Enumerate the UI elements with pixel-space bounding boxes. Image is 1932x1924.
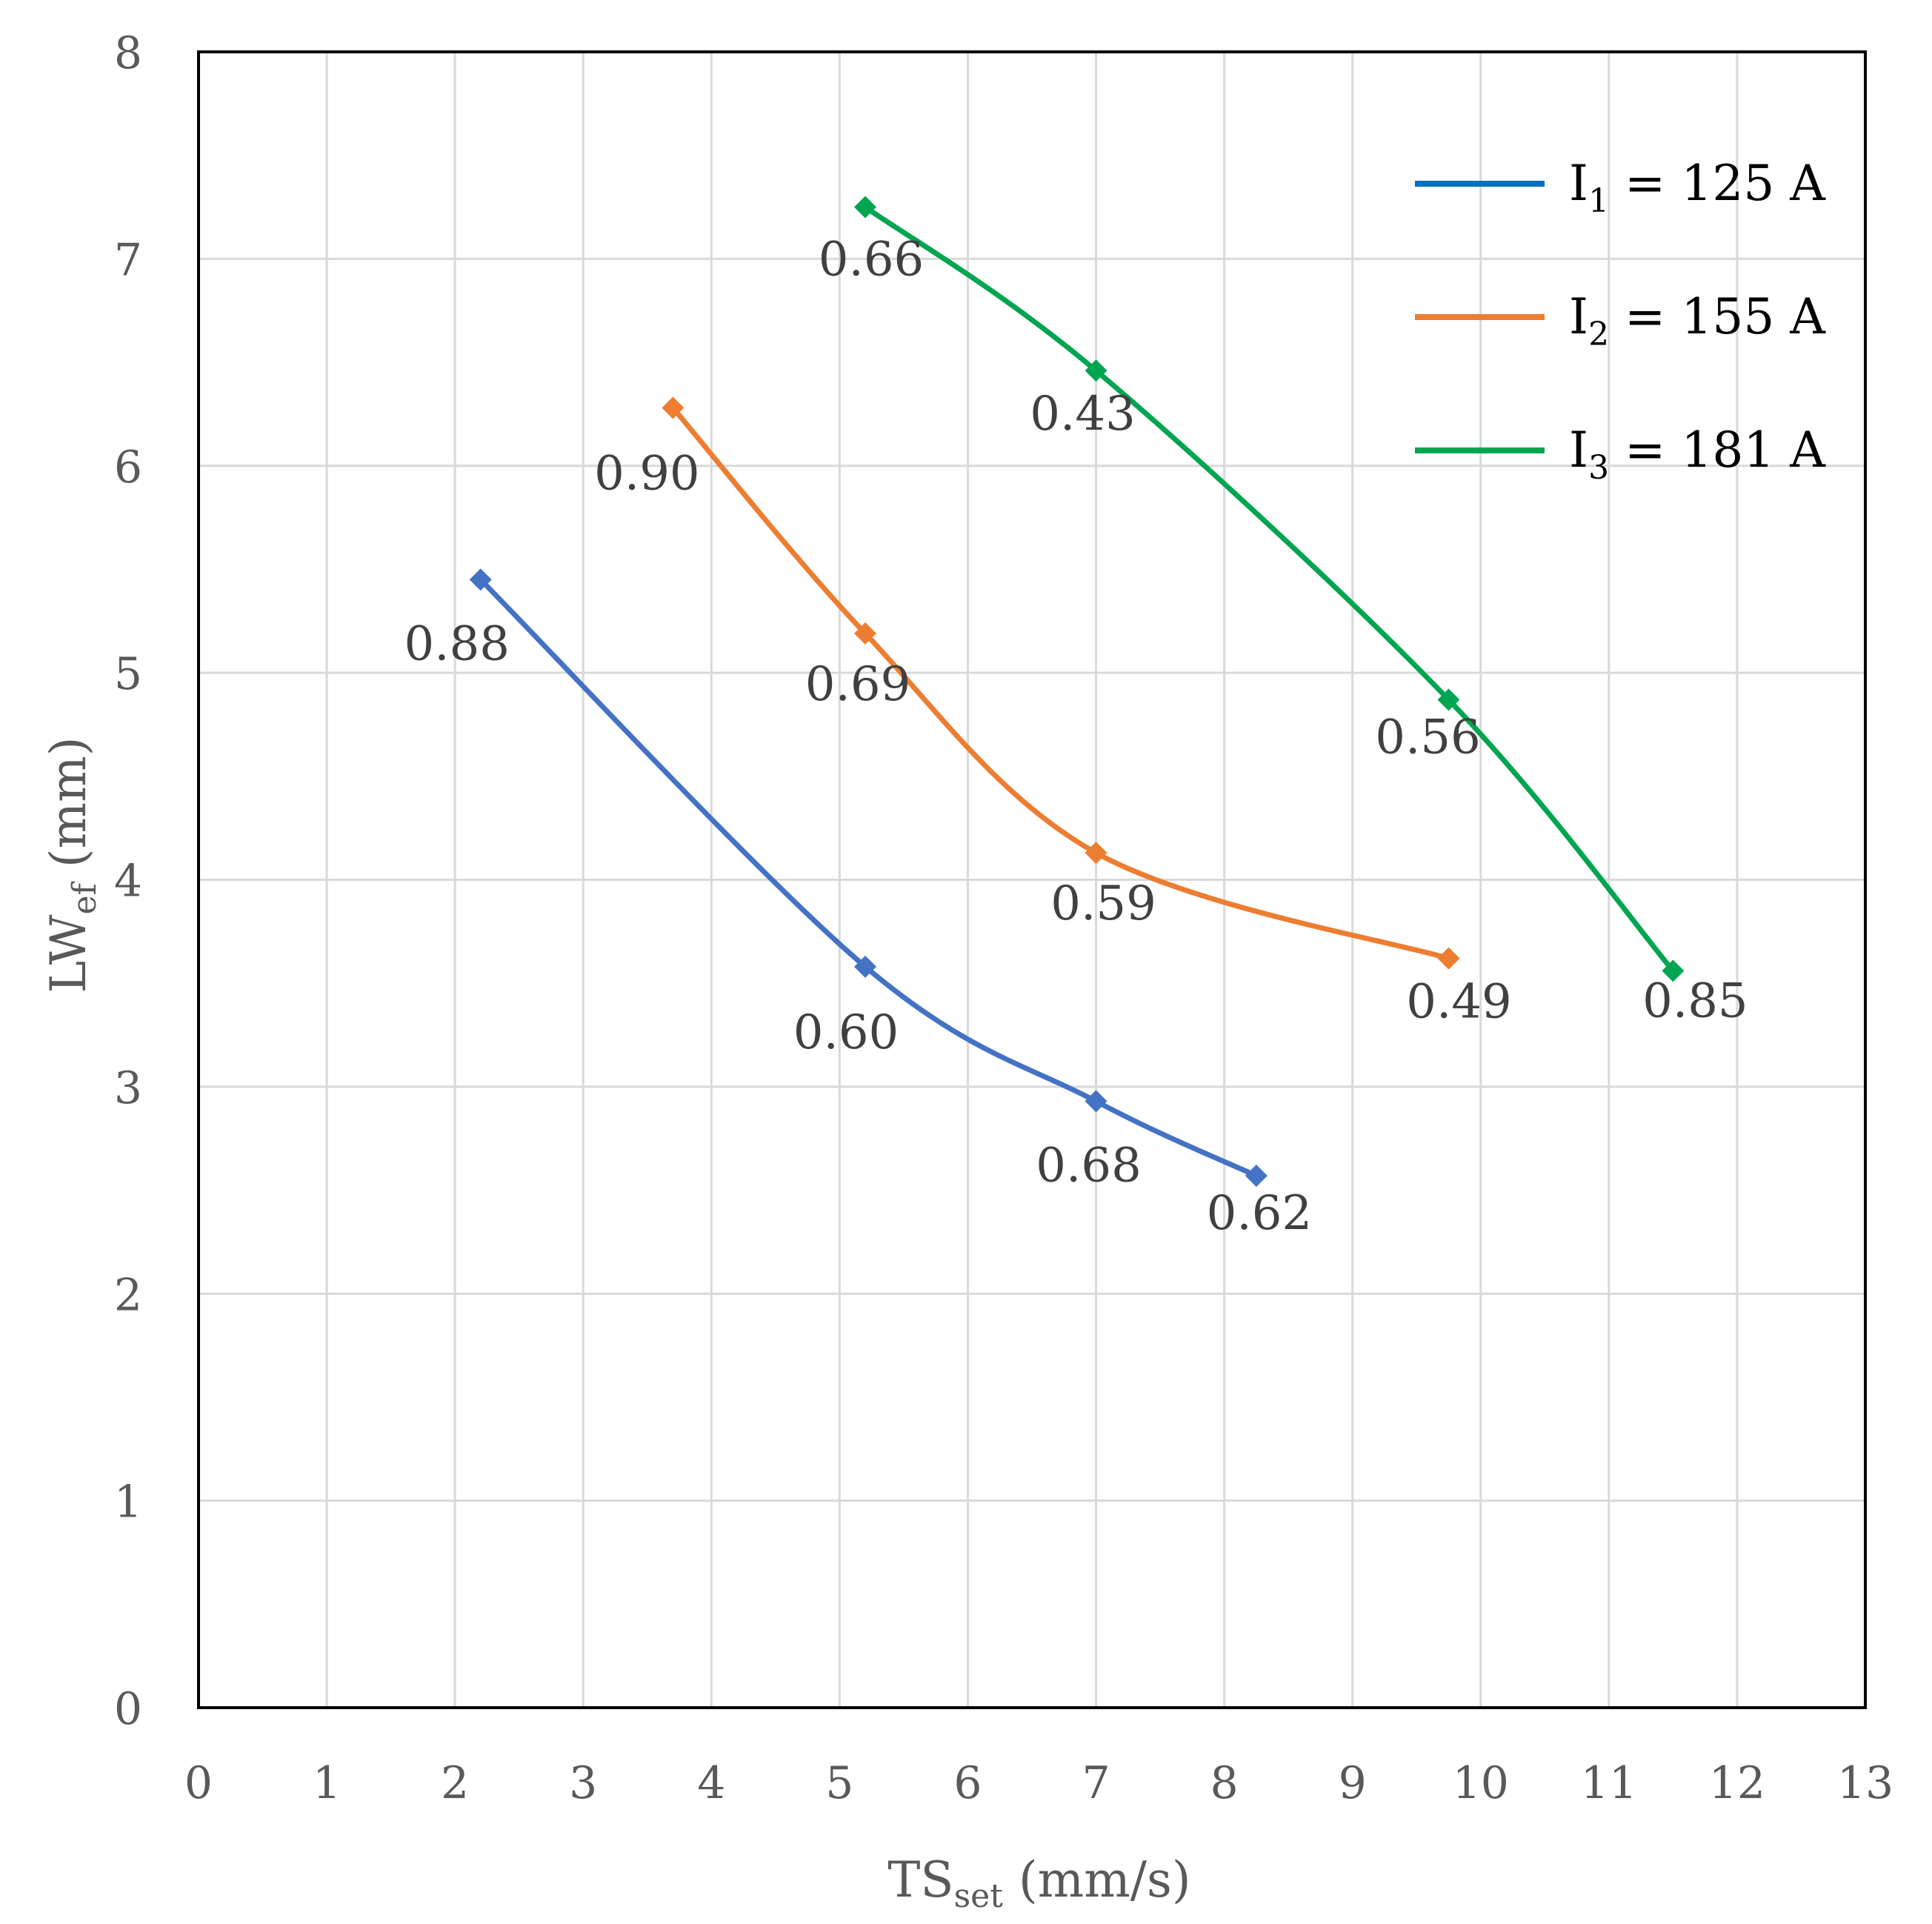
y-axis-title-main: LW (40, 914, 97, 993)
series-marker (1085, 1090, 1107, 1113)
x-tick-label: 5 (825, 1757, 853, 1809)
x-tick-label: 2 (441, 1757, 469, 1809)
data-label: 0.85 (1642, 973, 1748, 1028)
x-tick-label: 1 (313, 1757, 341, 1809)
data-label: 0.90 (594, 447, 700, 502)
series-lines (469, 196, 1685, 1188)
data-label: 0.88 (404, 616, 510, 671)
y-axis-title-sub: ef (66, 881, 104, 914)
x-tick-label: 11 (1581, 1757, 1637, 1809)
y-axis-ticks: 0 1 2 3 4 5 6 7 8 (114, 27, 142, 1735)
series-marker (1245, 1165, 1268, 1188)
series-marker (1437, 688, 1460, 711)
series-marker (662, 396, 684, 419)
data-label: 0.60 (793, 1005, 899, 1060)
data-label: 0.69 (805, 657, 911, 712)
y-tick-label: 8 (114, 27, 142, 79)
y-tick-label: 0 (114, 1683, 142, 1735)
data-label: 0.68 (1036, 1138, 1142, 1193)
data-label: 0.62 (1207, 1186, 1313, 1241)
y-axis-title: LWef (mm) (40, 737, 104, 993)
legend-entry: I1 = 125 A (1569, 155, 1826, 220)
x-tick-label: 0 (184, 1757, 213, 1809)
x-tick-label: 8 (1210, 1757, 1239, 1809)
series-marker (469, 568, 492, 591)
series-marker (854, 622, 876, 645)
x-tick-label: 9 (1339, 1757, 1367, 1809)
series-marker (854, 955, 876, 978)
data-labels: 0.88 0.60 0.68 0.62 0.90 0.69 0.59 0.49 0.66 0.43… (404, 233, 1748, 1241)
legend-entry: I2 = 155 A (1569, 288, 1826, 353)
series-marker (1085, 842, 1107, 865)
data-label: 0.49 (1406, 975, 1512, 1030)
data-label: 0.66 (819, 233, 925, 287)
y-tick-label: 3 (114, 1062, 142, 1114)
series-line (478, 576, 1259, 1179)
y-axis-title-tail: (mm) (40, 737, 97, 884)
legend: I1 = 125 A I2 = 155 A I3 = 181 A (1415, 155, 1826, 487)
data-label: 0.56 (1375, 710, 1481, 765)
x-axis-title: TSset (mm/s) (887, 1851, 1190, 1915)
data-label: 0.43 (1030, 387, 1136, 442)
y-tick-label: 1 (114, 1477, 142, 1528)
x-axis-title-tail: (mm/s) (1003, 1851, 1191, 1908)
series-marker (1437, 947, 1460, 970)
series-marker (1662, 959, 1685, 982)
series-marker (854, 196, 876, 219)
x-tick-label: 6 (953, 1757, 982, 1809)
series-marker (1085, 359, 1107, 382)
x-axis-title-sub: set (954, 1877, 1004, 1915)
plot-area-frame (197, 50, 1867, 1709)
x-tick-label: 7 (1082, 1757, 1110, 1809)
x-tick-label: 12 (1709, 1757, 1765, 1809)
y-tick-label: 6 (114, 442, 142, 493)
legend-entry: I3 = 181 A (1569, 422, 1826, 487)
x-tick-label: 3 (569, 1757, 597, 1809)
x-axis-ticks: 0 1 2 3 4 5 6 7 8 9 10 11 12 13 (184, 1757, 1893, 1809)
y-tick-label: 2 (114, 1269, 142, 1321)
x-tick-label: 10 (1453, 1757, 1509, 1809)
series-line (862, 204, 1676, 973)
x-tick-label: 4 (697, 1757, 725, 1809)
x-axis-title-main: TS (887, 1851, 953, 1908)
series-line (670, 405, 1451, 962)
data-label: 0.59 (1050, 876, 1156, 931)
y-tick-label: 4 (114, 856, 142, 908)
y-tick-label: 5 (114, 648, 142, 700)
x-tick-label: 13 (1837, 1757, 1893, 1809)
y-tick-label: 7 (114, 234, 142, 286)
